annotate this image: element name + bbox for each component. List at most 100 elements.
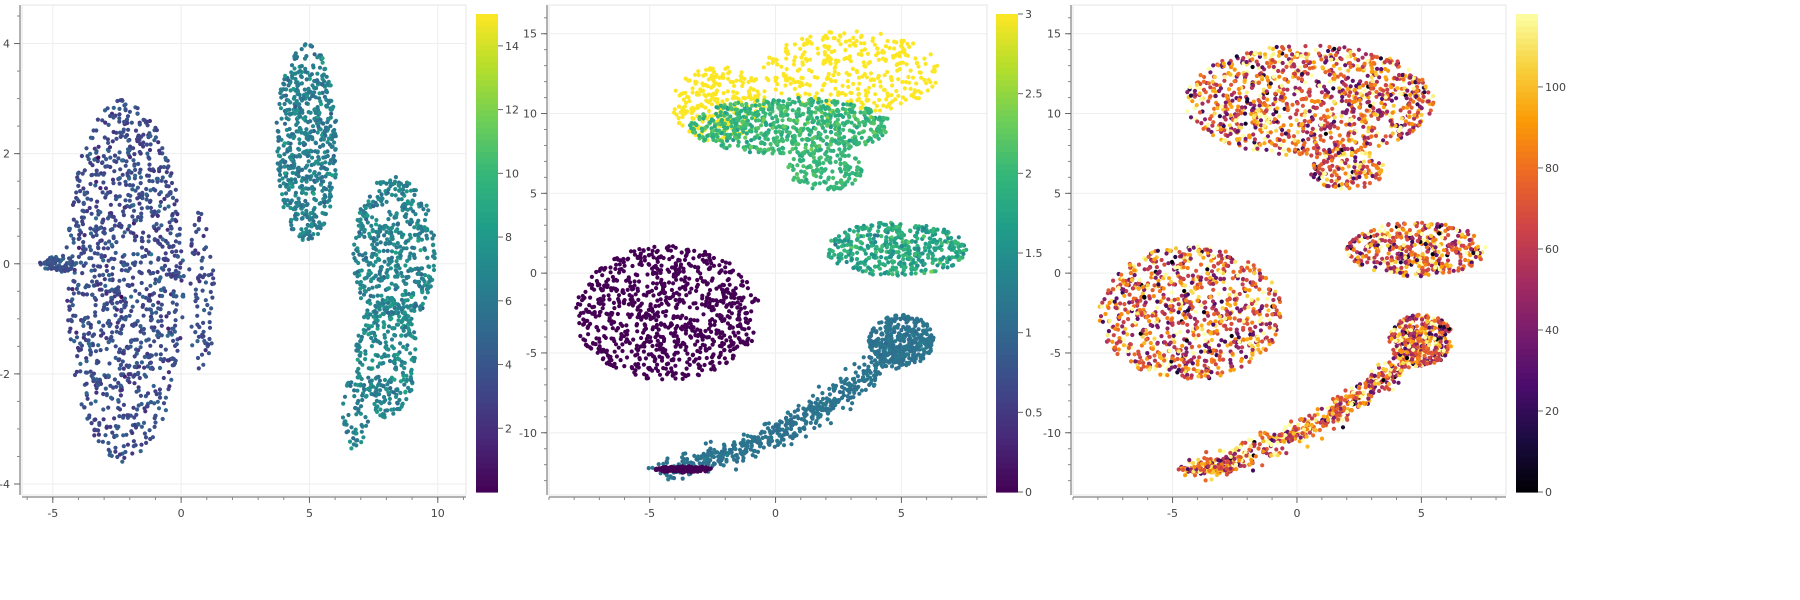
data-point	[276, 153, 281, 158]
data-point	[355, 246, 360, 251]
data-point	[113, 194, 118, 199]
data-point	[131, 439, 136, 444]
data-point	[295, 203, 300, 208]
data-point	[175, 212, 180, 217]
data-point	[689, 324, 694, 329]
data-point	[690, 86, 695, 91]
data-point	[101, 258, 106, 263]
data-point	[736, 312, 742, 317]
data-point	[73, 313, 78, 318]
data-point	[748, 94, 753, 99]
data-point	[206, 351, 211, 356]
data-point	[117, 414, 122, 419]
data-point	[620, 342, 625, 347]
data-point	[711, 78, 716, 83]
data-point	[818, 132, 823, 137]
data-point	[141, 313, 146, 318]
data-point	[376, 374, 381, 379]
data-point	[649, 352, 654, 357]
data-point	[686, 95, 691, 100]
data-point	[687, 290, 692, 295]
data-point	[694, 288, 699, 293]
data-point	[139, 424, 144, 429]
data-point	[882, 73, 887, 78]
data-point	[145, 403, 150, 408]
data-point	[847, 54, 853, 59]
data-point	[76, 348, 82, 353]
data-point	[143, 394, 148, 399]
data-point	[841, 139, 846, 145]
data-point	[177, 274, 183, 279]
data-point	[600, 273, 605, 278]
data-point	[632, 283, 637, 288]
data-point	[153, 188, 158, 193]
data-point	[650, 248, 655, 253]
data-point	[801, 111, 806, 116]
data-point	[389, 249, 395, 254]
data-point	[106, 405, 111, 410]
data-point	[674, 305, 679, 311]
data-point	[935, 63, 940, 68]
data-point	[382, 233, 387, 238]
data-point	[695, 372, 701, 377]
data-point	[432, 251, 437, 256]
data-point	[409, 387, 414, 393]
data-point	[828, 142, 833, 147]
data-point	[620, 348, 625, 354]
data-point	[151, 270, 156, 276]
data-point	[395, 406, 400, 412]
data-point	[368, 301, 373, 306]
data-point	[595, 350, 600, 355]
data-point	[126, 127, 131, 132]
data-point	[131, 208, 137, 213]
data-point	[389, 230, 394, 235]
data-point	[655, 259, 660, 264]
data-point	[666, 370, 671, 375]
data-point	[98, 210, 103, 215]
data-point	[659, 277, 664, 282]
data-point	[381, 360, 386, 366]
data-point	[303, 132, 309, 137]
data-point	[139, 235, 144, 241]
data-point	[688, 317, 694, 322]
data-point	[110, 177, 116, 182]
data-point	[160, 175, 165, 180]
data-point	[113, 445, 118, 450]
data-point	[664, 295, 669, 300]
data-point	[283, 93, 289, 98]
data-point	[726, 277, 731, 282]
data-point	[874, 103, 880, 109]
data-point	[308, 134, 313, 139]
y-tick-label: 0	[3, 258, 10, 271]
data-point	[707, 67, 712, 72]
data-point	[624, 323, 629, 328]
data-point	[114, 329, 119, 334]
data-point	[177, 232, 182, 237]
data-point	[112, 377, 117, 382]
data-point	[718, 316, 723, 321]
data-point	[170, 273, 175, 278]
data-point	[676, 258, 681, 263]
data-point	[391, 390, 396, 395]
colorbar-segment	[476, 25, 498, 33]
data-point	[711, 69, 717, 74]
data-point	[178, 265, 183, 270]
data-point	[87, 244, 92, 249]
data-point	[613, 342, 619, 347]
data-point	[147, 167, 152, 172]
data-point	[166, 310, 171, 316]
data-point	[833, 86, 838, 91]
data-point	[305, 202, 310, 207]
data-point	[135, 185, 140, 190]
data-point	[129, 294, 134, 299]
data-points	[574, 29, 969, 482]
data-point	[104, 291, 109, 296]
data-point	[824, 142, 829, 147]
data-point	[740, 119, 745, 124]
data-point	[132, 234, 138, 240]
data-point	[851, 81, 856, 86]
data-point	[150, 213, 155, 218]
data-point	[193, 287, 198, 292]
data-point	[159, 302, 164, 307]
data-point	[199, 211, 204, 217]
